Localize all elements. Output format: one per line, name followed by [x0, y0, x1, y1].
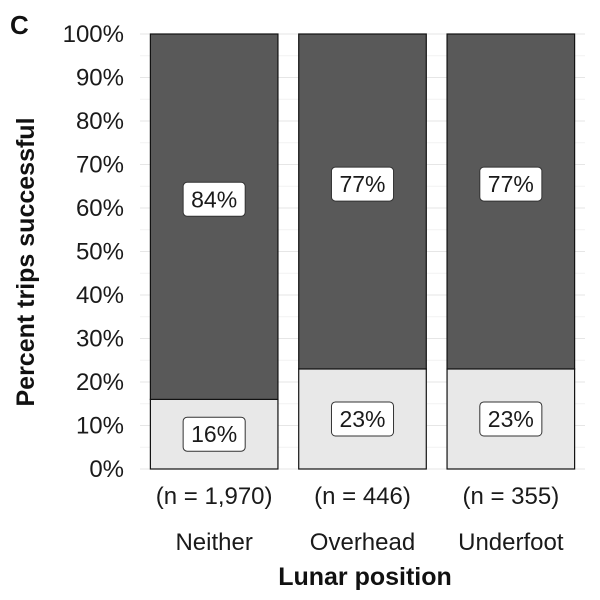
y-tick-label: 0% — [89, 456, 124, 483]
data-label: 77% — [479, 166, 543, 202]
y-tick-labels: 0% 10% 20% 30% 40% 50% 60% 70% 80% 90% 100% — [63, 21, 124, 483]
data-label-text: 77% — [339, 171, 385, 197]
data-label-box — [330, 166, 395, 202]
x-category-label: Overhead — [310, 529, 415, 556]
data-label-box — [182, 181, 246, 217]
data-label-box — [330, 401, 395, 437]
data-label-text: 16% — [191, 421, 237, 447]
x-category-label: Neither — [175, 529, 252, 556]
data-label-text: 77% — [488, 171, 534, 197]
panel-label: C — [10, 10, 29, 40]
y-tick-label: 60% — [76, 195, 124, 222]
y-tick-label: 100% — [63, 21, 124, 48]
data-label: 23% — [479, 401, 543, 437]
data-label: 23% — [330, 401, 395, 437]
y-tick-label: 20% — [76, 369, 124, 396]
data-label-box — [479, 401, 543, 437]
x-category-labels: (n = 1,970) Neither (n = 446) Overhead (n = … — [156, 483, 564, 556]
data-label-text: 84% — [191, 186, 237, 212]
y-tick-label: 50% — [76, 239, 124, 266]
y-tick-label: 30% — [76, 326, 124, 353]
y-axis-title: Percent trips successful — [12, 117, 40, 406]
y-tick-label: 80% — [76, 108, 124, 135]
y-tick-label: 90% — [76, 65, 124, 92]
data-label: 77% — [330, 166, 395, 202]
data-label-text: 23% — [339, 406, 385, 432]
sample-size-label: (n = 355) — [462, 483, 559, 510]
data-label: 16% — [182, 416, 246, 452]
y-tick-label: 10% — [76, 413, 124, 440]
data-label-box — [182, 416, 246, 452]
x-category-label: Underfoot — [458, 529, 564, 556]
data-label-box — [479, 166, 543, 202]
sample-size-label: (n = 1,970) — [156, 483, 273, 510]
x-axis-title: Lunar position — [278, 563, 452, 591]
sample-size-label: (n = 446) — [314, 483, 411, 510]
bars: 16% 84% 23% 77% 23% 77% — [149, 33, 576, 470]
data-label-text: 23% — [488, 406, 534, 432]
y-tick-label: 70% — [76, 152, 124, 179]
data-label: 84% — [182, 181, 246, 217]
y-tick-label: 40% — [76, 282, 124, 309]
